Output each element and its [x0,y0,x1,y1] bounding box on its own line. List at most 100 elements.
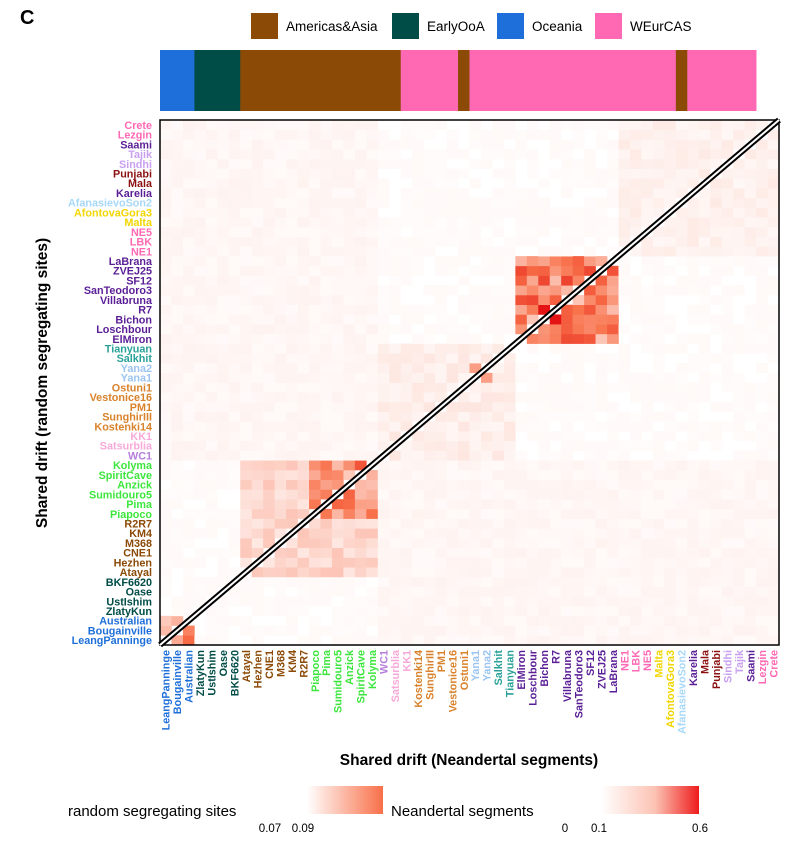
heat-cell [756,197,768,208]
heat-cell [240,450,252,461]
heat-cell [652,382,665,393]
heat-cell [756,333,768,344]
heat-cell [652,479,665,490]
heat-cell [423,499,436,510]
heat-cell [205,314,218,325]
heat-cell [331,256,344,267]
heat-cell [194,304,207,315]
heat-cell [423,440,436,451]
heat-cell [710,576,722,587]
heat-cell [756,324,768,335]
heat-cell [572,615,585,626]
heat-cell [641,576,654,587]
x-tick-sindhi: Sindhi [722,650,734,683]
heat-cell [251,547,264,558]
heat-cell [721,547,734,558]
y-tick-hezhen: Hezhen [114,557,152,569]
heat-cell [240,304,252,315]
heat-cell [160,547,172,558]
y-tick-m368: M368 [125,538,152,550]
heat-cell [515,372,528,383]
heat-cell [160,440,172,451]
heat-cell [526,314,539,325]
heat-cell [492,333,505,344]
heat-cell [160,470,172,481]
heat-cell [400,440,413,451]
heat-cell [538,197,551,208]
heat-cell [400,450,413,461]
heat-cell [331,576,344,587]
heat-cell [664,615,677,626]
heat-cell [675,499,688,510]
heat-cell [687,470,700,481]
heat-cell [492,508,505,519]
heat-cell [171,217,184,228]
heat-cell [710,538,722,549]
heat-cell [652,256,665,267]
heat-cell [240,120,252,131]
heat-cell [549,129,562,140]
heat-cell [171,635,184,646]
x-tick-piapoco: Piapoco [310,650,322,692]
heat-cell [446,265,459,276]
heat-cell [675,275,688,286]
heat-cell [297,411,310,422]
heat-cell [263,168,275,179]
heat-cell [320,431,333,442]
heat-cell [469,295,482,306]
heat-cell [469,226,482,237]
heat-cell [561,324,573,335]
heat-cell [194,401,207,412]
heat-cell [641,421,654,432]
heat-cell [721,528,734,539]
heat-cell [400,567,413,578]
heat-cell [480,353,493,364]
heat-cell [297,606,310,617]
y-tick-spiritcave: SpiritCave [99,470,152,482]
heat-cell [400,470,413,481]
heat-cell [756,528,768,539]
heat-cell [263,421,275,432]
heat-cell [458,606,470,617]
heat-cell [503,129,516,140]
heat-cell [687,265,700,276]
heat-cell [767,421,780,432]
heat-cell [538,489,551,500]
heat-cell [228,615,241,626]
heat-cell [652,314,665,325]
heat-cell [721,518,734,529]
heat-cell [412,615,424,626]
heat-cell [698,431,711,442]
heat-cell [160,528,172,539]
heat-cell [400,489,413,500]
heat-cell [549,120,562,131]
heat-cell [515,635,528,646]
heat-cell [607,120,619,131]
heat-cell [297,217,310,228]
x-tick-yana2: Yana2 [482,650,494,681]
heat-cell [423,120,436,131]
heat-cell [423,557,436,568]
heat-cell [343,353,356,364]
heat-cell [503,596,516,607]
heat-cell [458,538,470,549]
heat-cell [297,508,310,519]
heat-cell [205,304,218,315]
heat-cell [607,217,619,228]
heat-cell [297,470,310,481]
heat-cell [354,226,367,237]
heat-cell [503,479,516,490]
y-tick-sumidouro5: Sumidouro5 [89,489,152,501]
x-tick-hezhen: Hezhen [252,650,264,688]
heat-cell [561,392,573,403]
heat-cell [205,470,218,481]
y-tick-pima: Pima [126,499,153,511]
heat-cell [767,450,780,461]
heat-cell [710,499,722,510]
heat-cell [171,158,184,169]
heat-cell [194,275,207,286]
heat-cell [595,226,608,237]
heat-cell [160,275,172,286]
heat-cell [698,226,711,237]
heat-cell [607,401,619,412]
